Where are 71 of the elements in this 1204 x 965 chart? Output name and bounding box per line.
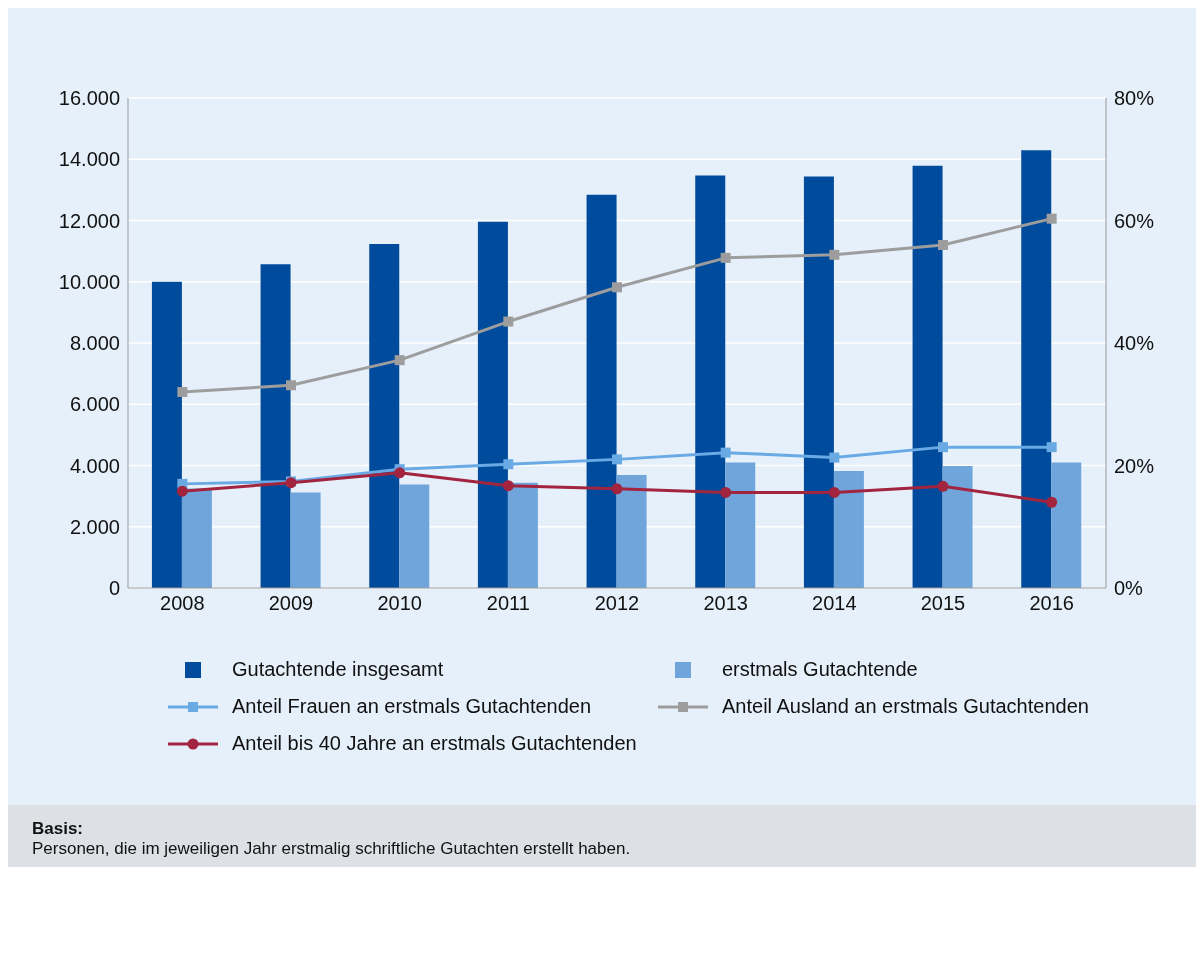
point bbox=[720, 486, 732, 498]
x-tick-label: 2016 bbox=[1029, 592, 1074, 615]
point bbox=[720, 252, 731, 263]
bar bbox=[260, 264, 291, 588]
x-tick-label: 2013 bbox=[703, 592, 748, 615]
point bbox=[177, 387, 188, 397]
point bbox=[612, 282, 622, 293]
bar bbox=[942, 466, 973, 588]
point bbox=[394, 467, 406, 479]
legend-label: Gutachtende insgesamt bbox=[232, 658, 444, 681]
y-tick-label: 14.000 bbox=[58, 148, 120, 171]
point bbox=[829, 249, 840, 260]
y-tick-label: 8.000 bbox=[69, 332, 120, 355]
point bbox=[1046, 213, 1057, 224]
bar bbox=[369, 244, 400, 588]
bar bbox=[399, 484, 430, 588]
legend-label: Anteil bis 40 Jahre an erstmals Gutachtenden bbox=[232, 732, 637, 755]
point bbox=[1046, 442, 1057, 453]
bar bbox=[586, 194, 617, 588]
x-tick-label: 2012 bbox=[594, 592, 640, 615]
point bbox=[829, 452, 840, 463]
bar bbox=[181, 488, 212, 588]
legend-label: Anteil Frauen an erstmals Gutachtenden bbox=[232, 695, 592, 718]
bar bbox=[1051, 462, 1082, 588]
bar bbox=[833, 471, 864, 588]
y-tick-label: 10.000 bbox=[58, 270, 120, 293]
point bbox=[611, 483, 623, 495]
bar bbox=[477, 221, 508, 588]
y-tick-label: 16.000 bbox=[58, 87, 120, 110]
y2-tick-label: 0% bbox=[1114, 577, 1144, 600]
point bbox=[503, 316, 514, 327]
x-tick-label: 2015 bbox=[920, 592, 966, 615]
point bbox=[503, 459, 514, 470]
point bbox=[1046, 496, 1058, 508]
point bbox=[828, 486, 840, 498]
bar bbox=[616, 474, 647, 588]
legend-label: erstmals Gutachtende bbox=[722, 658, 918, 681]
point bbox=[394, 355, 405, 366]
y-tick-label: 12.000 bbox=[58, 209, 120, 232]
point bbox=[937, 480, 949, 492]
x-tick-label: 2008 bbox=[160, 592, 205, 615]
bar bbox=[1021, 150, 1052, 588]
x-tick-label: 2014 bbox=[812, 592, 857, 615]
bar bbox=[803, 176, 834, 588]
x-tick-label: 2009 bbox=[268, 592, 314, 615]
bar bbox=[912, 165, 943, 588]
y2-tick-label: 20% bbox=[1114, 454, 1155, 477]
point bbox=[502, 480, 514, 492]
bar bbox=[695, 175, 726, 588]
y-tick-label: 4.000 bbox=[69, 454, 120, 477]
text: Personen, die im jeweiligen Jahr erstmalig schriftliche Gutachten erstellt haben. bbox=[32, 839, 632, 859]
y2-tick-label: 80% bbox=[1114, 87, 1155, 110]
text: Basis: bbox=[32, 819, 85, 839]
bar bbox=[151, 281, 182, 588]
point bbox=[286, 380, 296, 391]
point bbox=[612, 454, 622, 465]
bar bbox=[507, 482, 538, 588]
y2-tick-label: 60% bbox=[1114, 209, 1155, 232]
point bbox=[938, 240, 948, 250]
y-tick-label: 6.000 bbox=[69, 393, 120, 416]
bar bbox=[290, 492, 321, 588]
y-tick-label: 2.000 bbox=[69, 515, 120, 538]
x-tick-label: 2010 bbox=[377, 592, 422, 615]
point bbox=[176, 485, 188, 497]
x-tick-label: 2011 bbox=[486, 592, 530, 615]
y-tick-label: 0 bbox=[108, 577, 120, 600]
legend-label: Anteil Ausland an erstmals Gutachtenden bbox=[722, 695, 1089, 718]
point bbox=[720, 447, 731, 458]
y2-tick-label: 40% bbox=[1114, 332, 1155, 355]
point bbox=[938, 442, 948, 453]
bar bbox=[725, 462, 756, 588]
